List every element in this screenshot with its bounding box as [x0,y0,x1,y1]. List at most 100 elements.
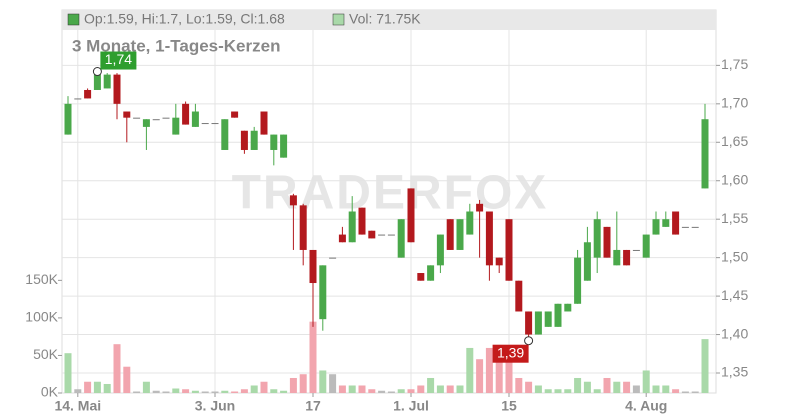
candle-body [74,98,82,100]
candle-body [319,265,327,320]
y2-tick-label: 150K [25,271,58,287]
volume-bar [515,377,523,393]
candle-body [495,257,503,266]
volume-bar [348,385,356,393]
volume-bar [191,390,199,393]
legend-swatch [332,13,345,26]
y-tick-label: 1,40 [721,325,748,341]
volume-bar [574,377,582,393]
candle-body [574,257,582,304]
volume-bar [319,370,327,393]
volume-bar [211,391,219,393]
candle-body [691,226,699,228]
volume-bar [378,390,386,393]
volume-bar [564,389,572,393]
y2-tick-label: 50K [33,346,59,362]
volume-bar [603,377,611,393]
candle-body [260,111,268,135]
candle-body [632,249,640,251]
legend-bar [62,10,716,30]
volume-bar [270,389,278,393]
candle-body [329,257,337,259]
candle-body [662,219,670,227]
volume-bar [201,391,209,393]
volume-bar [231,391,239,393]
y-tick-label: 1,65 [721,133,748,149]
volume-bar [299,374,307,393]
candle-body [554,303,562,327]
candle-body [417,273,425,281]
volume-bar [446,385,454,393]
candle-body [427,265,435,281]
candle-body [280,134,288,158]
candle-body [476,203,484,212]
volume-bar [172,388,180,393]
candle-body [240,130,248,150]
volume-bar [681,391,689,393]
y-tick-label: 1,55 [721,210,748,226]
x-tick-label: 15 [501,398,517,414]
min-label: 1,39 [497,344,524,360]
candle-body [642,234,650,258]
candle-body [672,211,680,235]
candle-body [113,74,121,104]
volume-bar [74,389,82,393]
candle-body [652,219,660,235]
volume-bar [632,385,640,393]
volume-bar [652,385,660,393]
volume-bar [593,389,601,393]
volume-bar [397,389,405,393]
volume-bar [691,391,699,393]
candle-body [564,303,572,312]
candle-body [211,123,219,125]
candle-body [182,103,190,125]
candle-body [456,219,464,250]
candle-body [93,74,101,90]
candle-body [338,234,346,243]
volume-bar [456,385,464,393]
volume-bar [221,390,229,393]
candle-body [397,219,405,258]
volume-bar [329,374,337,393]
candle-body [201,123,209,125]
volume-bar [358,385,366,393]
volume-bar [701,339,709,393]
candle-body [152,119,160,121]
candle-body [250,130,258,150]
candle-body [485,211,493,266]
candle-body [172,117,180,135]
volume-bar [152,390,160,393]
volume-bar [583,381,591,393]
y-tick-label: 1,35 [721,364,748,380]
volume-bar [387,391,395,393]
volume-bar [476,359,484,393]
candle-body [701,119,709,189]
min-marker [524,336,534,346]
max-label: 1,74 [105,51,132,67]
candle-body [387,234,395,236]
candle-body [407,188,415,243]
volume-bar [250,385,258,393]
candle-body [299,205,307,250]
candle-body [544,311,552,327]
volume-bar [162,391,170,393]
x-tick-label: 4. Aug [625,398,667,414]
volume-bar [368,389,376,393]
chart-title: 3 Monate, 1-Tages-Kerzen [72,36,280,55]
candle-body [583,242,591,281]
x-tick-label: 14. Mai [54,398,101,414]
candle-body [64,103,72,135]
volume-bar [672,389,680,393]
y2-tick-label: 0K [41,384,59,400]
candle-body [446,219,454,250]
candle-body [466,211,474,235]
candle-body [515,280,523,312]
x-tick-label: 17 [305,398,321,414]
x-tick-label: 1. Jul [393,398,429,414]
legend-ohlc: Op:1.59, Hi:1.7, Lo:1.59, Cl:1.68 [84,11,285,27]
volume-bar [466,347,474,393]
y-tick-label: 1,70 [721,95,748,111]
candle-body [525,311,533,335]
volume-bar [495,351,503,393]
